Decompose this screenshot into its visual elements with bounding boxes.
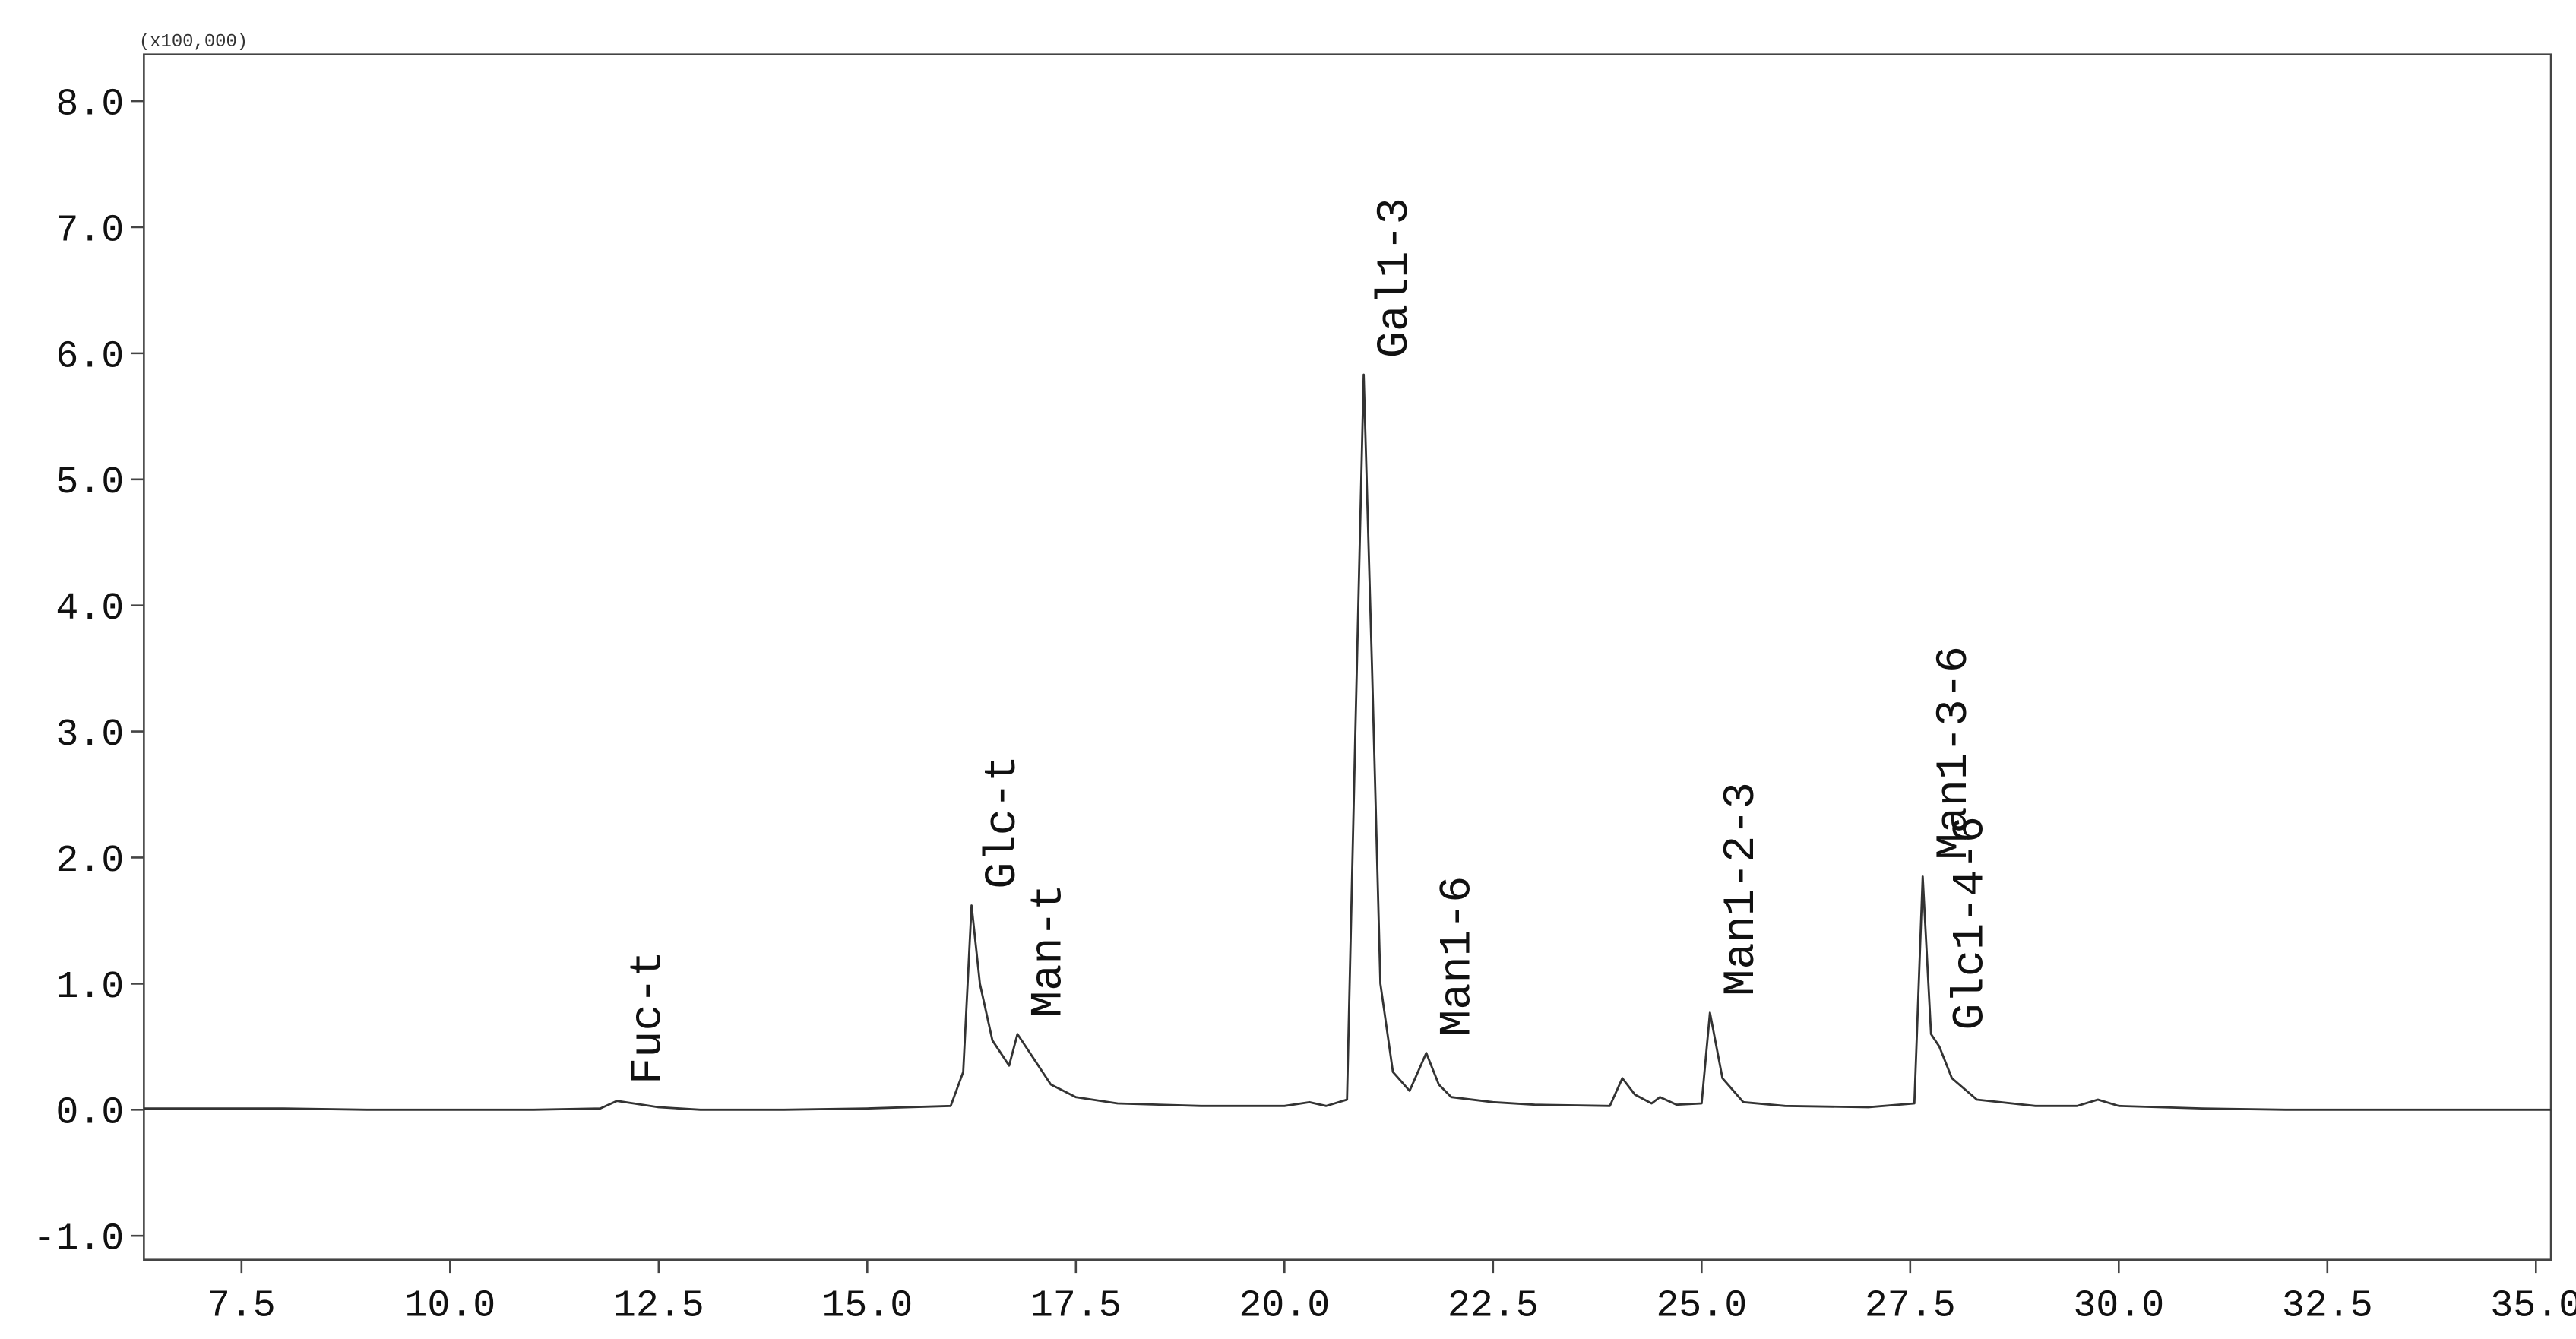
- y-tick-label: 4.0: [55, 587, 124, 631]
- x-tick-label: 35.0: [2490, 1285, 2576, 1328]
- x-tick-label: 27.5: [1865, 1285, 1956, 1328]
- y-tick-label: -1.0: [33, 1218, 124, 1261]
- y-tick-label: 8.0: [55, 83, 124, 126]
- plot-frame: [143, 53, 2552, 1261]
- x-tick-label: 7.5: [207, 1285, 276, 1328]
- y-tick-label: 2.0: [55, 840, 124, 883]
- x-tick-label: 25.0: [1656, 1285, 1747, 1328]
- y-tick-label: 1.0: [55, 966, 124, 1009]
- peak-label: Man1-6: [1432, 876, 1483, 1037]
- y-tick-label: 0.0: [55, 1092, 124, 1135]
- peak-label: Glc1-4-6: [1945, 816, 1996, 1030]
- x-tick-label: 12.5: [613, 1285, 704, 1328]
- y-tick-label: 3.0: [55, 714, 124, 757]
- y-tick-label: 6.0: [55, 335, 124, 378]
- peak-label: Man1-2-3: [1716, 782, 1767, 996]
- x-tick-label: 17.5: [1030, 1285, 1122, 1328]
- x-tick-label: 30.0: [2073, 1285, 2164, 1328]
- x-tick-label: 32.5: [2282, 1285, 2373, 1328]
- peak-label: Man-t: [1023, 884, 1074, 1018]
- y-multiplier: (x100,000): [139, 32, 248, 52]
- peak-label: Fuc-t: [622, 951, 673, 1084]
- peak-label: Gal1-3: [1369, 198, 1420, 358]
- trace: [144, 373, 2552, 1111]
- y-tick-label: 7.0: [55, 209, 124, 252]
- x-tick-label: 20.0: [1239, 1285, 1330, 1328]
- peak-label: Man1-3-6: [1929, 646, 1979, 860]
- y-tick-label: 5.0: [55, 461, 124, 505]
- x-tick-label: 15.0: [821, 1285, 913, 1328]
- x-tick-label: 22.5: [1448, 1285, 1539, 1328]
- peak-label: Glc-t: [977, 755, 1028, 889]
- x-tick-label: 10.0: [404, 1285, 495, 1328]
